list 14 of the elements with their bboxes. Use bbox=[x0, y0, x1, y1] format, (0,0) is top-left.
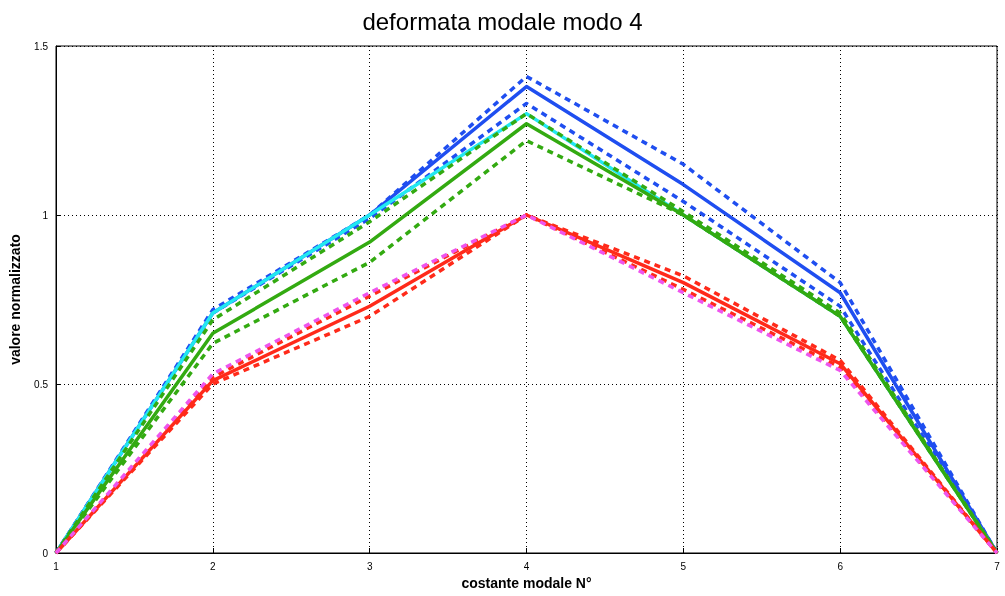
y-tick-label: 1.5 bbox=[34, 40, 49, 52]
chart-title: deformata modale modo 4 bbox=[362, 7, 643, 35]
y-tick-label: 1 bbox=[42, 209, 49, 221]
x-tick-label: 3 bbox=[366, 560, 373, 572]
x-tick-label: 7 bbox=[994, 560, 1001, 572]
x-tick-label: 6 bbox=[837, 560, 844, 572]
y-tick-label: 0.5 bbox=[34, 378, 49, 390]
x-axis-title: costante modale N° bbox=[461, 574, 592, 591]
x-tick-label: 4 bbox=[523, 560, 530, 572]
x-tick-label: 2 bbox=[210, 560, 217, 572]
y-tick-label: 0 bbox=[42, 547, 49, 559]
y-axis-title: valore normalizzato bbox=[7, 234, 23, 365]
x-tick-label: 1 bbox=[53, 560, 60, 572]
x-tick-label: 5 bbox=[680, 560, 687, 572]
